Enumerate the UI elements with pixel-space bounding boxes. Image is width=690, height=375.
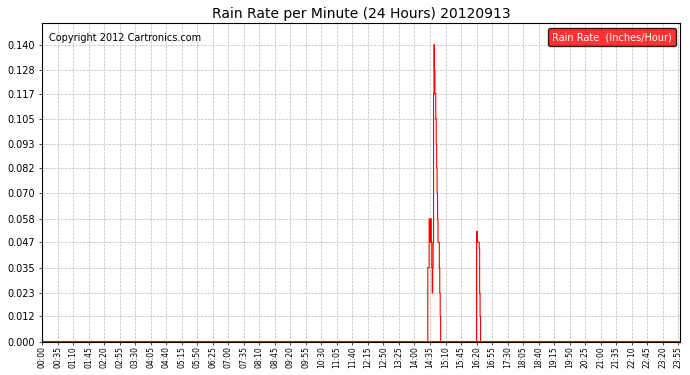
- Title: Rain Rate per Minute (24 Hours) 20120913: Rain Rate per Minute (24 Hours) 20120913: [212, 7, 511, 21]
- Legend: Rain Rate  (Inches/Hour): Rain Rate (Inches/Hour): [548, 28, 676, 46]
- Text: Copyright 2012 Cartronics.com: Copyright 2012 Cartronics.com: [48, 33, 201, 43]
